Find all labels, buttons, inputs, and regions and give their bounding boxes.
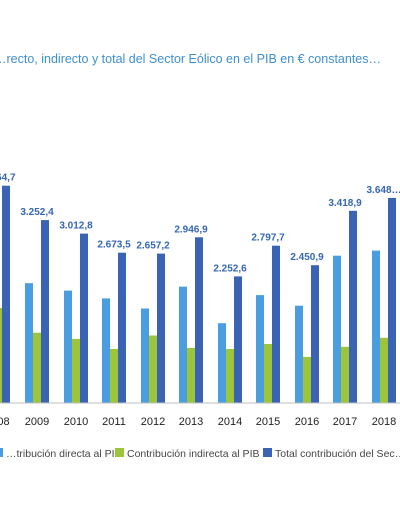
x-tick-label-7: 2015 [256, 416, 280, 428]
bar-indirecta-3 [110, 349, 118, 403]
bar-directa-4 [141, 308, 149, 403]
bar-total-6 [234, 276, 242, 403]
data-label-total-5: 2.946,9 [174, 224, 208, 235]
data-label-total-4: 2.657,2 [136, 241, 170, 252]
bar-indirecta-0 [0, 308, 2, 403]
x-tick-label-6: 2014 [218, 416, 242, 428]
legend-swatch-directa [0, 448, 3, 457]
data-labels-group: …864,7 3.252,4 3.012,8 2.673,5 2.657,2 2.946,… [0, 173, 400, 275]
x-tick-label-8: 2016 [295, 416, 319, 428]
data-label-total-2: 3.012,8 [59, 221, 93, 232]
legend-label-indirecta: Contribución indirecta al PIB [127, 448, 260, 460]
data-label-total-9: 3.418,9 [328, 198, 362, 209]
bar-directa-1 [25, 283, 33, 403]
bar-directa-3 [102, 298, 110, 403]
x-tick-label-4: 2012 [141, 416, 165, 428]
bar-directa-2 [64, 290, 72, 403]
bar-directa-8 [295, 305, 303, 403]
data-label-total-10: 3.648… [366, 185, 400, 196]
bar-total-3 [118, 252, 126, 403]
bar-directa-9 [333, 255, 341, 403]
data-label-total-7: 2.797,7 [251, 233, 285, 244]
x-tick-label-9: 2017 [333, 416, 357, 428]
x-ticks-group: …08 2009 2010 2011 2012 2013 2014 2015 2016 2017 2… [0, 416, 396, 428]
bar-total-2 [80, 233, 88, 403]
x-tick-label-2: 2010 [64, 416, 88, 428]
data-label-total-3: 2.673,5 [97, 240, 131, 251]
bar-total-0 [2, 185, 10, 403]
x-tick-label-3: 2011 [102, 416, 126, 428]
bar-indirecta-5 [187, 347, 195, 403]
legend-swatch-indirecta [115, 448, 124, 457]
x-tick-label-0: …08 [0, 416, 10, 428]
legend-label-directa: …tribución directa al PIB [6, 448, 122, 460]
bars-group [0, 185, 396, 403]
x-tick-label-1: 2009 [25, 416, 49, 428]
legend: …tribución directa al PIB Contribución i… [0, 448, 400, 460]
bar-total-4 [157, 253, 165, 403]
bar-indirecta-1 [33, 332, 41, 403]
bar-total-9 [349, 210, 357, 403]
data-label-total-0: …864,7 [0, 173, 16, 184]
x-tick-label-5: 2013 [179, 416, 203, 428]
data-label-total-1: 3.252,4 [20, 207, 54, 218]
bar-directa-6 [218, 323, 226, 403]
bar-indirecta-7 [264, 344, 272, 403]
bar-total-5 [195, 237, 203, 403]
data-label-total-8: 2.450,9 [290, 252, 324, 263]
x-tick-label-10: 2018 [372, 416, 396, 428]
bar-indirecta-10 [380, 337, 388, 403]
data-label-total-6: 2.252,6 [213, 263, 247, 274]
bar-total-10 [388, 197, 396, 403]
bar-indirecta-6 [226, 349, 234, 403]
bar-total-1 [41, 220, 49, 403]
bar-directa-7 [256, 295, 264, 403]
chart-title: …recto, indirecto y total del Sector Eól… [0, 52, 381, 66]
bar-indirecta-4 [149, 335, 157, 403]
legend-swatch-total [263, 448, 272, 457]
bar-directa-5 [179, 286, 187, 403]
bar-directa-10 [372, 250, 380, 403]
legend-label-total: Total contribución del Sec… [275, 448, 400, 460]
bar-total-8 [311, 265, 319, 403]
bar-indirecta-2 [72, 338, 80, 403]
bar-indirecta-8 [303, 356, 311, 403]
bar-total-7 [272, 245, 280, 403]
bar-indirecta-9 [341, 346, 349, 403]
